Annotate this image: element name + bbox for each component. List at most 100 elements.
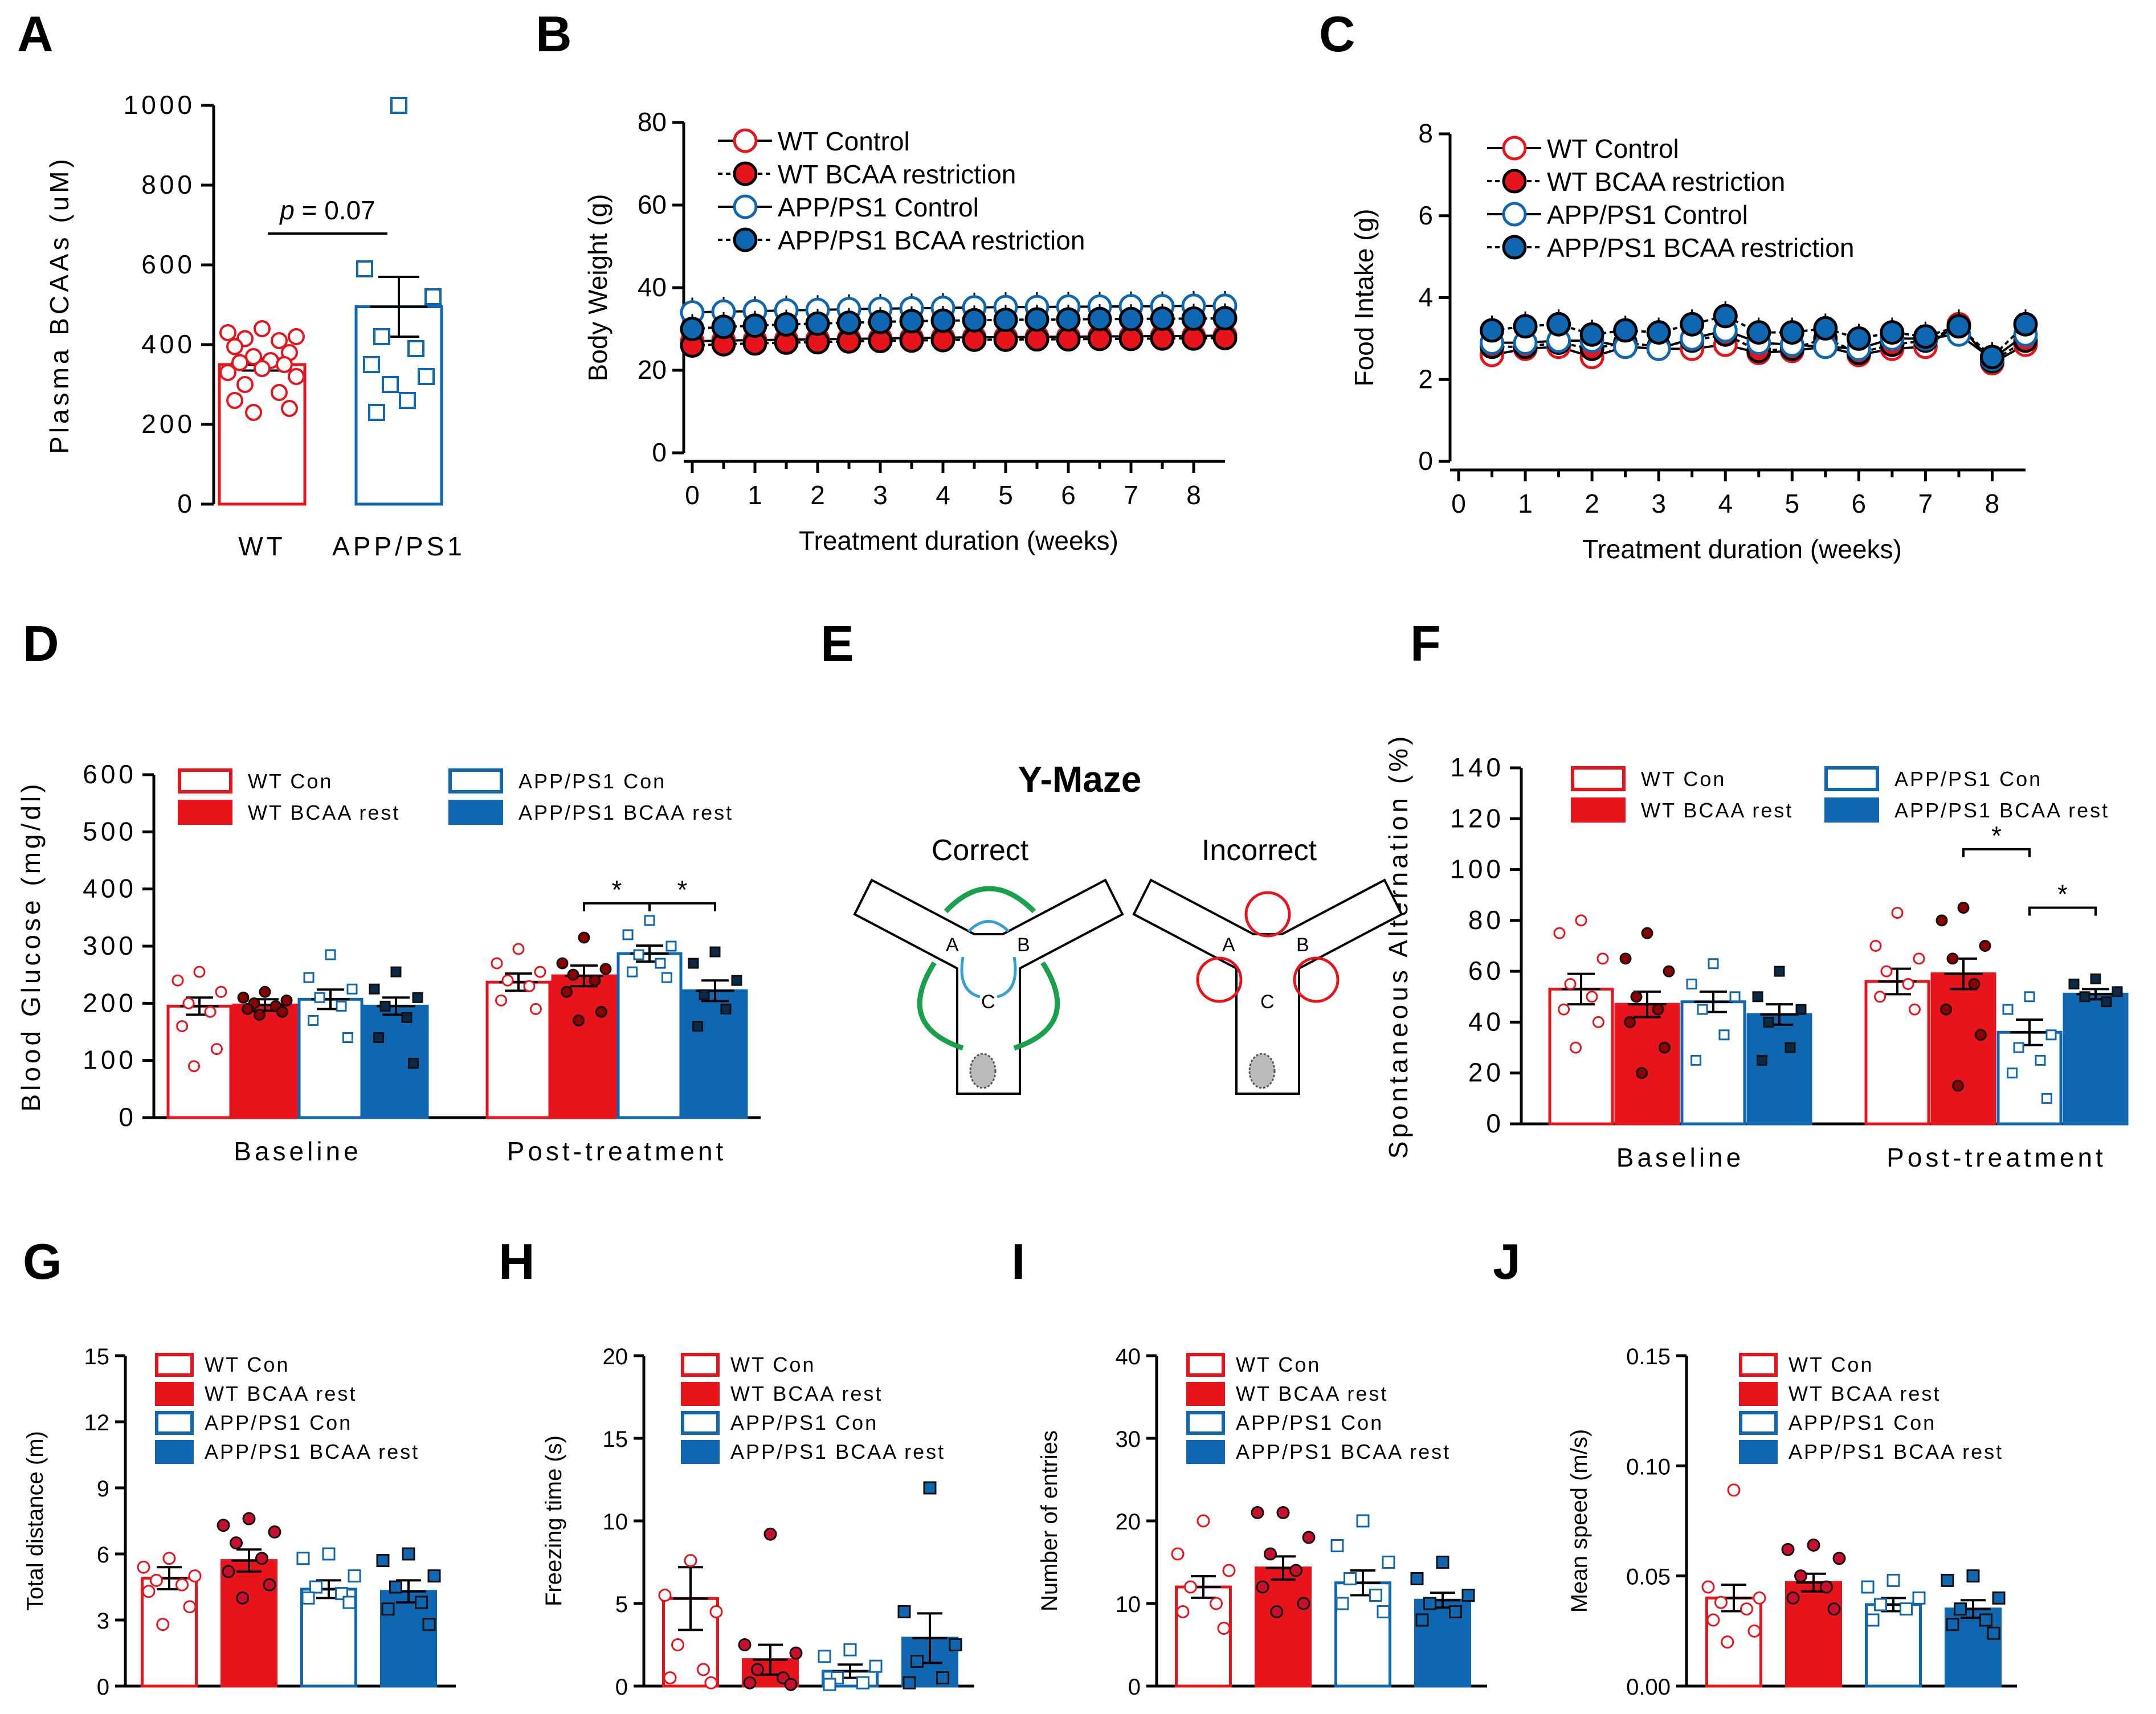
- x-tick-label: Post-treatment: [1886, 1143, 2106, 1172]
- data-point: [2013, 312, 2038, 337]
- data-point: [1880, 965, 1893, 977]
- data-point: [230, 1536, 243, 1550]
- data-point: [1336, 1597, 1349, 1610]
- panel-j: 0.00 0.05 0.10 0.15 Mean speed (m/s) WT Con WT…: [1567, 1344, 2017, 1700]
- data-point: [1297, 1597, 1310, 1610]
- data-point: [1264, 1547, 1277, 1561]
- data-point: [1553, 927, 1566, 939]
- data-point: [2112, 986, 2123, 997]
- y-tick-label: 9: [97, 1476, 109, 1502]
- bar: [682, 989, 748, 1119]
- data-point: [2035, 1054, 2046, 1066]
- data-point: [162, 1552, 176, 1565]
- bar: [1996, 1030, 2063, 1126]
- data-point: [1786, 1591, 1800, 1605]
- green-arrow: [917, 961, 964, 1051]
- y-tick-label: 60: [1468, 956, 1504, 985]
- bar: [1930, 972, 1996, 1126]
- data-point: [903, 1676, 916, 1690]
- y-tick-label: 400: [141, 329, 195, 359]
- x-tick-label: Baseline: [234, 1136, 361, 1166]
- data-point: [1752, 991, 1763, 1003]
- legend-swatch: [1824, 766, 1879, 791]
- y-tick-label: 100: [1450, 854, 1504, 884]
- data-point: [254, 1008, 266, 1021]
- legend-swatch: [1571, 797, 1626, 823]
- y-tick-label: 0: [1128, 1675, 1141, 1700]
- data-point: [281, 400, 298, 417]
- data-point: [665, 940, 677, 952]
- data-point: [183, 1600, 197, 1614]
- legend-label: WT Con: [1236, 1353, 1321, 1376]
- maze-correct: A B C: [853, 878, 1124, 1095]
- x-tick-label: Post-treatment: [507, 1136, 727, 1166]
- y-tick-label: 60: [638, 190, 667, 219]
- y-tick-label: 20: [638, 355, 667, 384]
- legend-swatch: [681, 1411, 720, 1435]
- data-point: [1181, 306, 1206, 331]
- data-point: [529, 1003, 542, 1015]
- panel-letter-j: J: [1493, 1233, 1521, 1290]
- legend-label: APP/PS1 Con: [1236, 1411, 1383, 1434]
- data-point: [1708, 958, 1719, 970]
- data-point: [1056, 307, 1081, 332]
- data-point: [818, 1650, 831, 1663]
- y-tick-label: 0: [652, 437, 667, 467]
- legend-swatch: [1739, 1411, 1778, 1435]
- panel-a: 0 200 400 600 800 1000 Plasma BCAAs (uM) WT APP/…: [44, 90, 462, 561]
- legend-label: WT BCAA rest: [248, 801, 400, 824]
- data-point: [1706, 1613, 1720, 1627]
- data-point: [1908, 1003, 1921, 1016]
- data-point: [738, 1638, 752, 1651]
- data-point: [910, 1655, 924, 1668]
- data-point: [1785, 1042, 1796, 1053]
- data-point: [595, 1005, 607, 1018]
- y-tick-label: 20: [603, 1344, 628, 1369]
- data-point: [222, 1565, 235, 1578]
- data-point: [868, 309, 893, 334]
- data-point: [1820, 1580, 1833, 1594]
- data-point: [1913, 324, 1938, 349]
- p-value-annotation: p = 0.07: [279, 195, 375, 225]
- data-point: [1570, 1041, 1582, 1054]
- y-tick-label: 30: [1116, 1427, 1141, 1452]
- x-tick-label: 5: [998, 480, 1013, 510]
- data-point: [280, 994, 293, 1007]
- maze-arm-a: A: [946, 934, 959, 956]
- data-point: [226, 338, 243, 355]
- data-point: [1946, 1618, 1959, 1631]
- y-tick-label: 0: [119, 1102, 137, 1132]
- legend-swatch: [1571, 766, 1626, 791]
- data-point: [1680, 312, 1705, 337]
- red-loop-arrow: [1244, 891, 1291, 938]
- data-point: [556, 957, 569, 970]
- legend-label: WT Con: [730, 1353, 815, 1376]
- legend-marker: [733, 161, 758, 186]
- data-point: [237, 991, 250, 1004]
- data-point: [1624, 1016, 1636, 1028]
- significance-star: *: [677, 875, 688, 905]
- data-point: [422, 1618, 436, 1631]
- data-point: [259, 985, 271, 998]
- data-point: [1436, 1556, 1449, 1569]
- data-point: [1356, 1514, 1370, 1528]
- data-point: [1646, 320, 1671, 345]
- data-point: [663, 1671, 677, 1684]
- data-point: [322, 1547, 336, 1561]
- y-tick-label: 80: [638, 107, 667, 137]
- data-point: [1912, 1591, 1926, 1605]
- legend-label: APP/PS1 BCAA rest: [1894, 799, 2109, 822]
- data-point: [823, 1678, 836, 1691]
- data-point: [1946, 314, 1971, 339]
- data-point: [1330, 1539, 1344, 1552]
- legend-marker: [733, 194, 758, 219]
- data-point: [1891, 906, 1904, 919]
- data-point: [1449, 1605, 1462, 1618]
- panel-h: 0 5 10 15 20 Freezing time (s) WT Con WT BCAA r…: [541, 1344, 974, 1700]
- x-tick-label: 1: [1518, 489, 1533, 518]
- maze-outline: [853, 878, 1124, 1095]
- legend-label: APP/PS1 Control: [1547, 200, 1748, 230]
- data-point: [301, 1591, 315, 1605]
- data-point: [1369, 1589, 1382, 1602]
- data-point: [1630, 991, 1643, 1003]
